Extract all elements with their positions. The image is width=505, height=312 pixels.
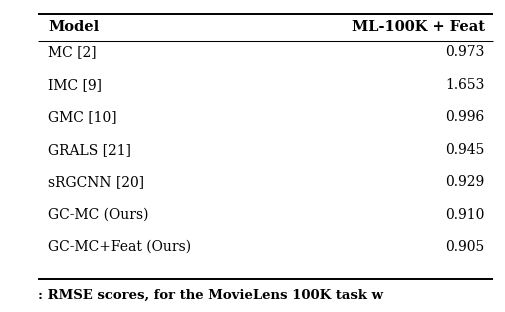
Text: 0.929: 0.929 [444, 175, 484, 189]
Text: GC-MC+Feat (Ours): GC-MC+Feat (Ours) [48, 240, 191, 254]
Text: GC-MC (Ours): GC-MC (Ours) [48, 208, 148, 222]
Text: 1.653: 1.653 [444, 78, 484, 92]
Text: 0.910: 0.910 [444, 208, 484, 222]
Text: : RMSE scores, for the MovieLens 100K task w: : RMSE scores, for the MovieLens 100K ta… [38, 288, 382, 301]
Text: 0.996: 0.996 [444, 110, 484, 124]
Text: MC [2]: MC [2] [48, 46, 96, 59]
Text: ML-100K + Feat: ML-100K + Feat [351, 21, 484, 34]
Text: GMC [10]: GMC [10] [48, 110, 117, 124]
Text: IMC [9]: IMC [9] [48, 78, 102, 92]
Text: Model: Model [48, 21, 99, 34]
Text: GRALS [21]: GRALS [21] [48, 143, 131, 157]
Text: 0.905: 0.905 [444, 240, 484, 254]
Text: 0.945: 0.945 [444, 143, 484, 157]
Text: sRGCNN [20]: sRGCNN [20] [48, 175, 144, 189]
Text: 0.973: 0.973 [444, 46, 484, 59]
